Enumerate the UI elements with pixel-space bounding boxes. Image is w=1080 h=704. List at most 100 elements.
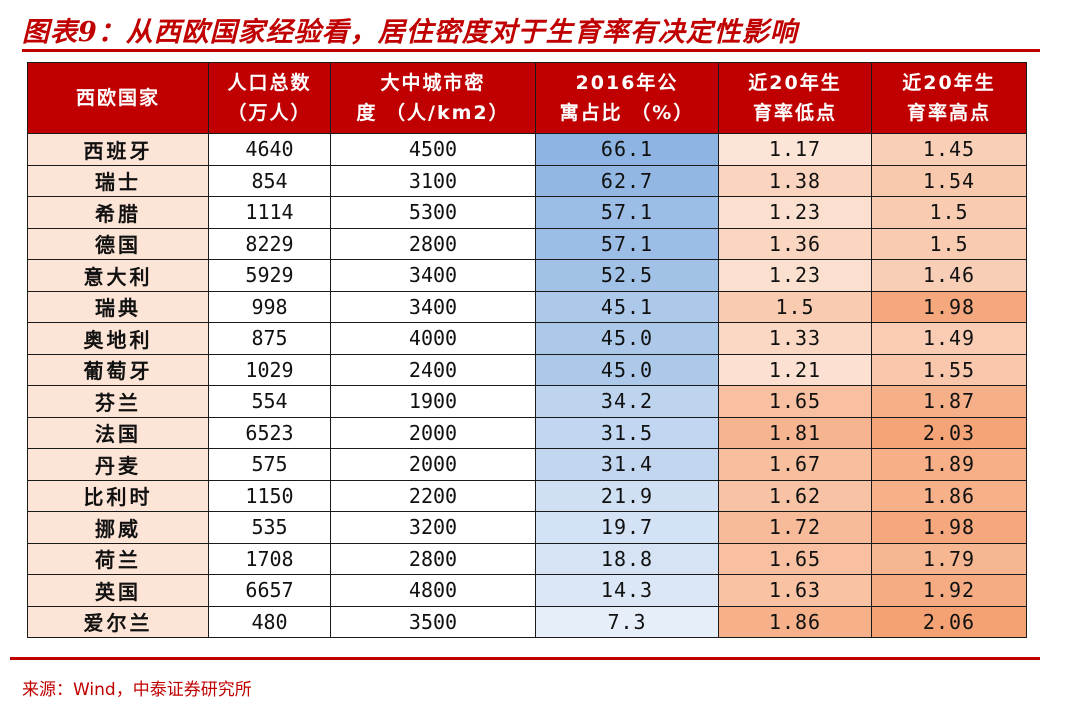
cell-population: 4640 bbox=[208, 133, 331, 166]
cell-fertility-high: 1.45 bbox=[871, 133, 1027, 166]
cell-density: 4800 bbox=[330, 574, 536, 607]
cell-fertility-high: 1.87 bbox=[871, 385, 1027, 418]
cell-fertility-low: 1.67 bbox=[718, 448, 872, 481]
table-row: 瑞士 854 3100 62.7 1.38 1.54 bbox=[27, 164, 1027, 197]
cell-density: 2000 bbox=[330, 416, 536, 449]
cell-density: 2000 bbox=[330, 448, 536, 481]
cell-population: 1150 bbox=[208, 479, 331, 512]
cell-fertility-high: 1.49 bbox=[871, 322, 1027, 355]
cell-apartment-share: 31.5 bbox=[535, 416, 719, 449]
data-table: 西欧国家 人口总数 （万人） 大中城市密度 （人/km2） 2016年公 寓占比 （… bbox=[27, 62, 1027, 638]
cell-country: 瑞士 bbox=[27, 164, 209, 197]
cell-apartment-share: 66.1 bbox=[535, 133, 719, 166]
table-row: 法国 6523 2000 31.5 1.81 2.03 bbox=[27, 416, 1027, 449]
cell-country: 德国 bbox=[27, 227, 209, 260]
figure-title-block: 图表9：从西欧国家经验看，居住密度对于生育率有决定性影响 bbox=[22, 0, 1040, 52]
cell-country: 意大利 bbox=[27, 259, 209, 292]
cell-apartment-share: 21.9 bbox=[535, 479, 719, 512]
cell-population: 5929 bbox=[208, 259, 331, 292]
cell-apartment-share: 7.3 bbox=[535, 605, 719, 638]
header-apartment-share: 2016年公 寓占比 （%） bbox=[535, 62, 719, 134]
cell-density: 3500 bbox=[330, 605, 536, 638]
cell-density: 4000 bbox=[330, 322, 536, 355]
cell-apartment-share: 18.8 bbox=[535, 542, 719, 575]
cell-fertility-high: 1.55 bbox=[871, 353, 1027, 386]
cell-density: 2800 bbox=[330, 227, 536, 260]
cell-fertility-high: 1.98 bbox=[871, 511, 1027, 544]
cell-country: 爱尔兰 bbox=[27, 605, 209, 638]
table-row: 荷兰 1708 2800 18.8 1.65 1.79 bbox=[27, 542, 1027, 575]
table-row: 英国 6657 4800 14.3 1.63 1.92 bbox=[27, 574, 1027, 607]
cell-apartment-share: 45.0 bbox=[535, 322, 719, 355]
cell-apartment-share: 45.1 bbox=[535, 290, 719, 323]
cell-country: 奥地利 bbox=[27, 322, 209, 355]
title-divider bbox=[22, 49, 1040, 52]
cell-fertility-high: 1.79 bbox=[871, 542, 1027, 575]
table-row: 奥地利 875 4000 45.0 1.33 1.49 bbox=[27, 322, 1027, 355]
cell-population: 554 bbox=[208, 385, 331, 418]
cell-fertility-high: 1.54 bbox=[871, 164, 1027, 197]
table-row: 爱尔兰 480 3500 7.3 1.86 2.06 bbox=[27, 605, 1027, 638]
cell-population: 875 bbox=[208, 322, 331, 355]
cell-population: 998 bbox=[208, 290, 331, 323]
table-header-row: 西欧国家 人口总数 （万人） 大中城市密度 （人/km2） 2016年公 寓占比 （… bbox=[27, 62, 1027, 134]
cell-fertility-low: 1.72 bbox=[718, 511, 872, 544]
cell-apartment-share: 19.7 bbox=[535, 511, 719, 544]
cell-fertility-low: 1.23 bbox=[718, 259, 872, 292]
cell-fertility-high: 1.92 bbox=[871, 574, 1027, 607]
cell-apartment-share: 14.3 bbox=[535, 574, 719, 607]
table-row: 意大利 5929 3400 52.5 1.23 1.46 bbox=[27, 259, 1027, 292]
cell-country: 丹麦 bbox=[27, 448, 209, 481]
cell-population: 575 bbox=[208, 448, 331, 481]
cell-fertility-low: 1.17 bbox=[718, 133, 872, 166]
cell-country: 荷兰 bbox=[27, 542, 209, 575]
cell-density: 3200 bbox=[330, 511, 536, 544]
cell-density: 3400 bbox=[330, 290, 536, 323]
table-row: 瑞典 998 3400 45.1 1.5 1.98 bbox=[27, 290, 1027, 323]
header-fertility-low: 近20年生 育率低点 bbox=[718, 62, 872, 134]
cell-fertility-high: 1.5 bbox=[871, 196, 1027, 229]
page-title: 图表9：从西欧国家经验看，居住密度对于生育率有决定性影响 bbox=[22, 17, 798, 48]
table-row: 芬兰 554 1900 34.2 1.65 1.87 bbox=[27, 385, 1027, 418]
table-row: 比利时 1150 2200 21.9 1.62 1.86 bbox=[27, 479, 1027, 512]
cell-population: 535 bbox=[208, 511, 331, 544]
header-population: 人口总数 （万人） bbox=[208, 62, 331, 134]
cell-apartment-share: 34.2 bbox=[535, 385, 719, 418]
cell-fertility-low: 1.38 bbox=[718, 164, 872, 197]
cell-fertility-high: 1.5 bbox=[871, 227, 1027, 260]
cell-density: 2200 bbox=[330, 479, 536, 512]
cell-country: 西班牙 bbox=[27, 133, 209, 166]
footer-divider bbox=[10, 657, 1040, 660]
cell-fertility-low: 1.81 bbox=[718, 416, 872, 449]
cell-fertility-low: 1.63 bbox=[718, 574, 872, 607]
cell-country: 葡萄牙 bbox=[27, 353, 209, 386]
cell-population: 1114 bbox=[208, 196, 331, 229]
cell-density: 3400 bbox=[330, 259, 536, 292]
cell-population: 6523 bbox=[208, 416, 331, 449]
cell-population: 854 bbox=[208, 164, 331, 197]
cell-fertility-high: 1.86 bbox=[871, 479, 1027, 512]
cell-country: 法国 bbox=[27, 416, 209, 449]
cell-country: 英国 bbox=[27, 574, 209, 607]
cell-fertility-high: 2.06 bbox=[871, 605, 1027, 638]
cell-apartment-share: 57.1 bbox=[535, 196, 719, 229]
table-row: 葡萄牙 1029 2400 45.0 1.21 1.55 bbox=[27, 353, 1027, 386]
cell-fertility-high: 1.98 bbox=[871, 290, 1027, 323]
cell-apartment-share: 52.5 bbox=[535, 259, 719, 292]
cell-apartment-share: 45.0 bbox=[535, 353, 719, 386]
table-row: 丹麦 575 2000 31.4 1.67 1.89 bbox=[27, 448, 1027, 481]
cell-population: 8229 bbox=[208, 227, 331, 260]
cell-population: 1029 bbox=[208, 353, 331, 386]
table-row: 挪威 535 3200 19.7 1.72 1.98 bbox=[27, 511, 1027, 544]
source-note: 来源：Wind，中泰证券研究所 bbox=[22, 680, 252, 700]
cell-fertility-low: 1.65 bbox=[718, 385, 872, 418]
cell-density: 3100 bbox=[330, 164, 536, 197]
table-row: 希腊 1114 5300 57.1 1.23 1.5 bbox=[27, 196, 1027, 229]
cell-country: 比利时 bbox=[27, 479, 209, 512]
cell-country: 挪威 bbox=[27, 511, 209, 544]
header-density: 大中城市密度 （人/km2） bbox=[330, 62, 536, 134]
cell-country: 瑞典 bbox=[27, 290, 209, 323]
cell-fertility-low: 1.5 bbox=[718, 290, 872, 323]
cell-country: 芬兰 bbox=[27, 385, 209, 418]
cell-fertility-low: 1.65 bbox=[718, 542, 872, 575]
